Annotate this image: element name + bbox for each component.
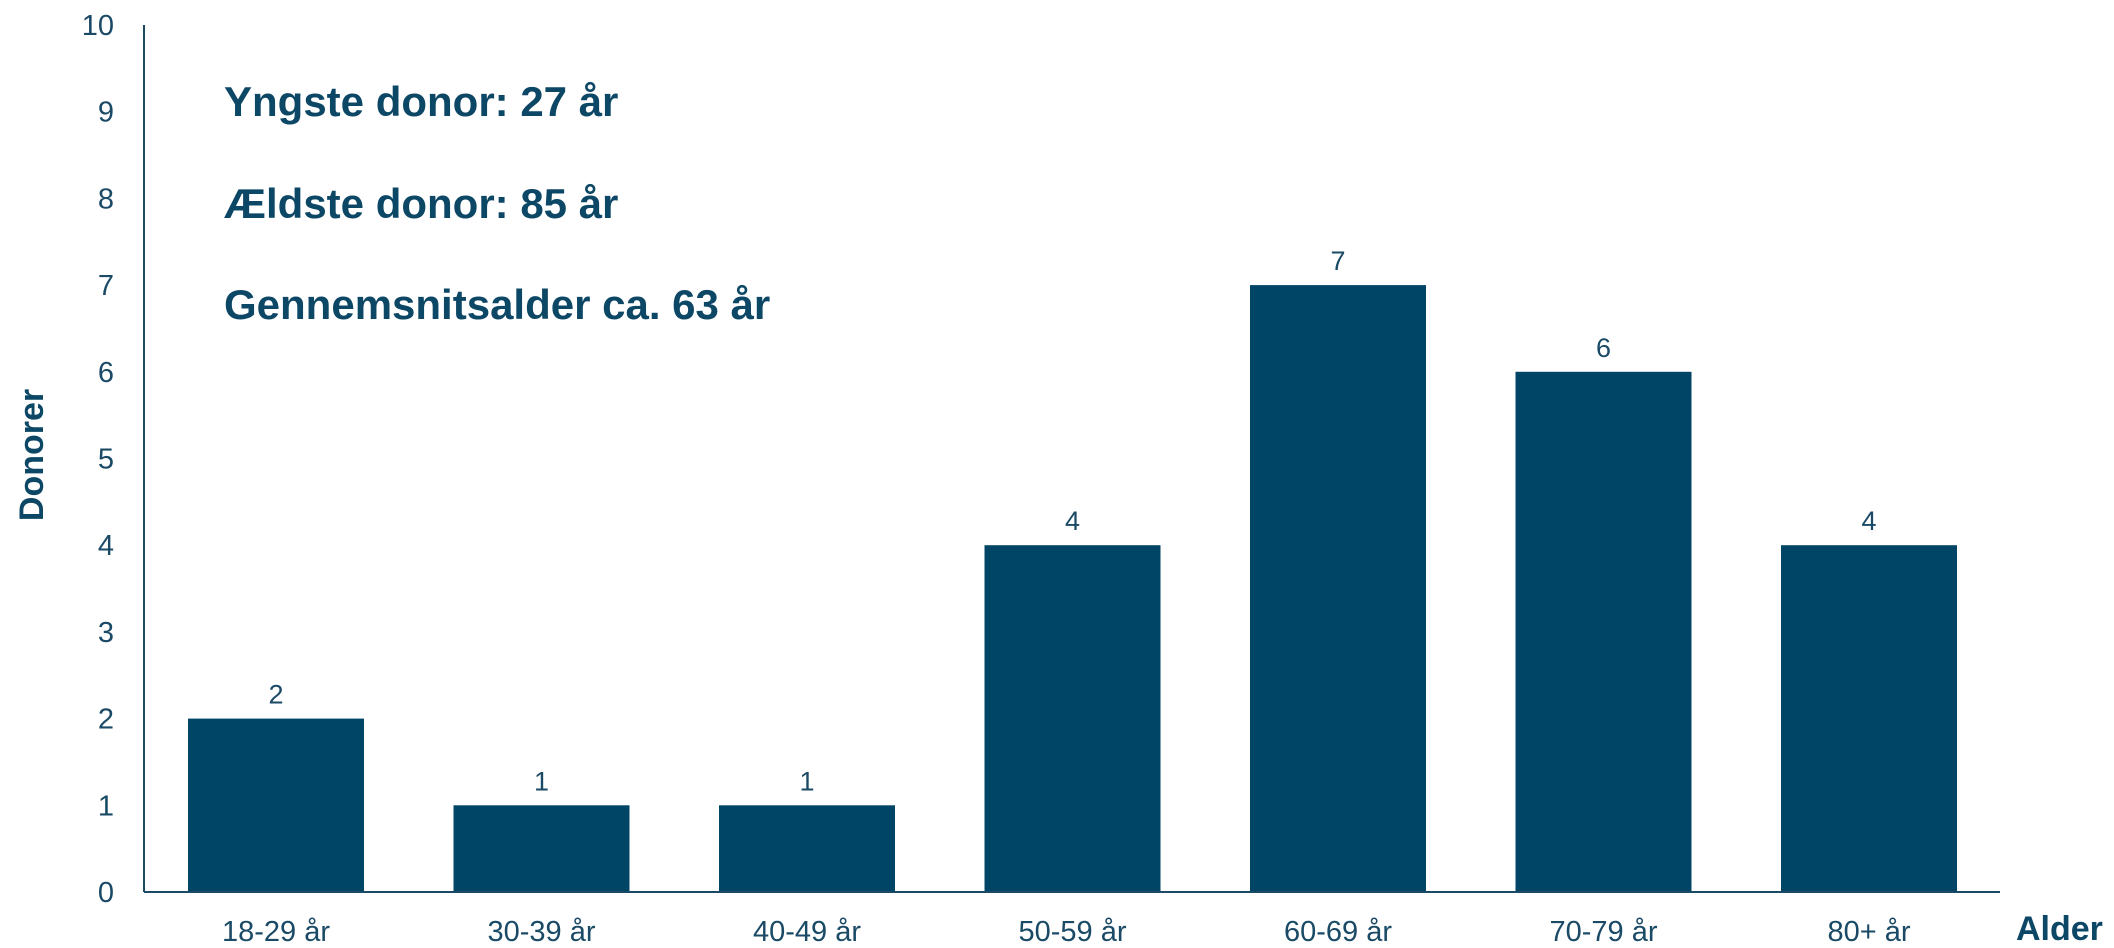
x-tick-label: 50-59 år	[1018, 916, 1126, 948]
y-tick-label: 7	[98, 270, 114, 302]
y-tick-label: 9	[98, 97, 114, 129]
y-tick-label: 0	[98, 877, 114, 909]
bar	[1515, 371, 1692, 892]
y-tick-label: 6	[98, 357, 114, 389]
annotation-oldest: Ældste donor: 85 år	[224, 180, 618, 227]
bar-value-label: 4	[1065, 506, 1080, 536]
x-tick-label: 80+ år	[1827, 916, 1910, 948]
x-tick-label: 18-29 år	[222, 916, 330, 948]
annotation-youngest: Yngste donor: 27 år	[224, 78, 618, 125]
y-tick-label: 2	[98, 704, 114, 736]
x-tick-label: 40-49 år	[753, 916, 861, 948]
bar-value-label: 4	[1861, 506, 1876, 536]
bar	[719, 805, 895, 892]
y-axis-title: Donorer	[13, 389, 51, 521]
bar-value-label: 1	[534, 766, 549, 796]
x-tick-label: 60-69 år	[1284, 916, 1392, 948]
y-tick-label: 3	[98, 617, 114, 649]
annotation-average: Gennemsnitsalder ca. 63 år	[224, 281, 770, 328]
bar	[984, 545, 1161, 892]
x-tick-labels-group: 18-29 år 30-39 år 40-49 år 50-59 år 60-69 år…	[222, 916, 1911, 948]
bar	[1250, 285, 1426, 893]
bar-value-label: 7	[1330, 246, 1345, 276]
y-tick-labels-group: 0 1 2 3 4 5 6 7 8 9 10	[82, 10, 114, 909]
bars-group	[188, 285, 1957, 893]
bar	[188, 718, 364, 892]
bar-value-label: 1	[799, 766, 814, 796]
x-axis-title: Alder	[2016, 910, 2103, 948]
y-tick-label: 10	[82, 10, 114, 42]
y-tick-label: 5	[98, 444, 114, 476]
x-tick-label: 30-39 år	[487, 916, 595, 948]
y-tick-label: 8	[98, 183, 114, 215]
value-labels-group: 2 1 1 4 7 6 4	[268, 246, 1876, 796]
bar-value-label: 6	[1596, 333, 1611, 363]
bar	[453, 805, 630, 892]
y-tick-label: 1	[98, 790, 114, 822]
x-tick-label: 70-79 år	[1549, 916, 1657, 948]
bar-value-label: 2	[268, 680, 283, 710]
bar	[1781, 545, 1957, 892]
annotations-group: Yngste donor: 27 år Ældste donor: 85 år …	[224, 78, 770, 328]
y-tick-label: 4	[98, 530, 114, 562]
